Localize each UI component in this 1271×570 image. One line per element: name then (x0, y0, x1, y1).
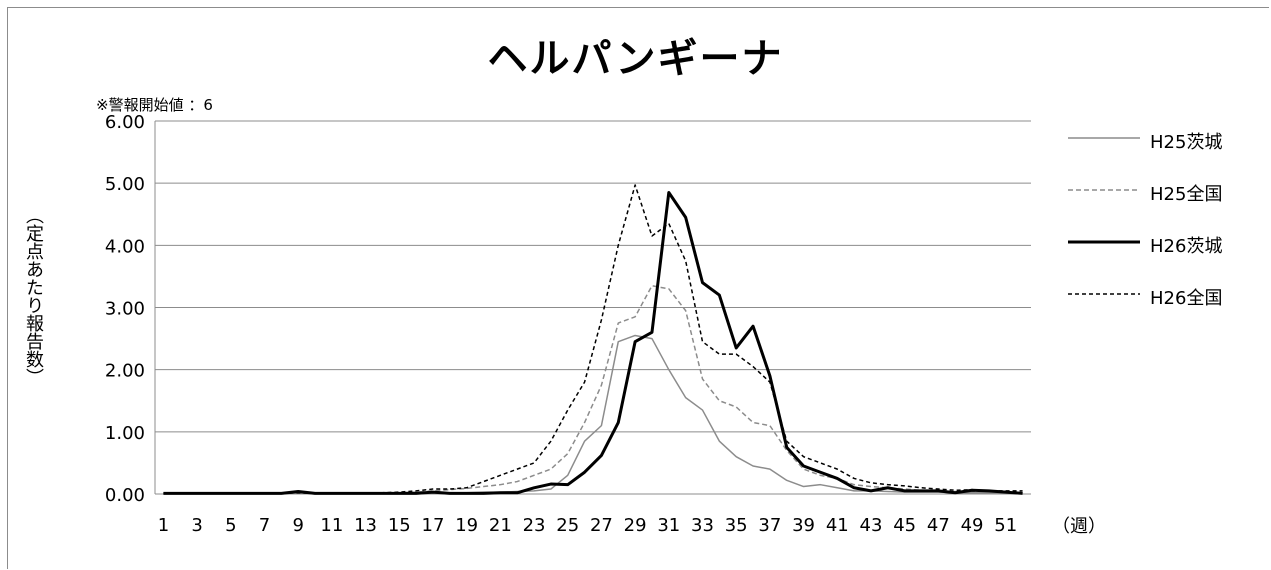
x-tick-label: 9 (292, 515, 303, 536)
x-tick-label: 13 (354, 515, 377, 536)
x-tick-label: 3 (191, 515, 202, 536)
x-tick-label: 47 (927, 515, 950, 536)
y-tick-label: 2.00 (105, 361, 145, 382)
legend-label: H26茨城 (1150, 236, 1223, 257)
x-tick-label: 41 (826, 515, 849, 536)
y-tick-label: 6.00 (105, 112, 145, 133)
x-tick-label: 51 (994, 515, 1017, 536)
y-tick-label: 4.00 (105, 236, 145, 257)
x-tick-label: 39 (792, 515, 815, 536)
y-tick-label: 5.00 (105, 174, 145, 195)
x-tick-label: 27 (590, 515, 613, 536)
series-line (163, 190, 1023, 495)
x-tick-label: 49 (961, 515, 984, 536)
x-tick-label: 43 (860, 515, 883, 536)
alert-threshold-note: ※警報開始値 ：6 (96, 96, 213, 114)
x-tick-label: 19 (455, 515, 478, 536)
series-line (163, 334, 1023, 495)
series-4 (163, 184, 1023, 495)
x-tick-label: 33 (691, 515, 714, 536)
series-1 (163, 334, 1023, 495)
legend-swatch (1068, 189, 1140, 191)
legend-label: H26全国 (1150, 288, 1223, 309)
legend-label: H25全国 (1150, 184, 1223, 205)
x-tick-label: 25 (556, 515, 579, 536)
x-tick-label: 5 (225, 515, 236, 536)
chart-title: ヘルパンギーナ (487, 36, 784, 82)
x-tick-label: 23 (523, 515, 546, 536)
series-3 (163, 190, 1023, 495)
x-tick-label: 1 (158, 515, 169, 536)
x-tick-label: 31 (657, 515, 680, 536)
x-tick-label: 37 (758, 515, 781, 536)
legend-label: H25茨城 (1150, 132, 1223, 153)
y-tick-label: 1.00 (105, 423, 145, 444)
chart-frame (7, 7, 1269, 569)
legend-swatch (1068, 240, 1140, 244)
y-tick-label: 3.00 (105, 299, 145, 320)
y-tick-label: 0.00 (105, 485, 145, 506)
x-tick-label: 11 (320, 515, 343, 536)
legend-swatch (1068, 137, 1140, 139)
x-tick-label: 45 (893, 515, 916, 536)
x-tick-label: 7 (259, 515, 270, 536)
x-tick-label: 15 (388, 515, 411, 536)
x-axis-unit-label: （週） (1052, 516, 1106, 537)
legend-swatch (1068, 293, 1140, 295)
x-tick-label: 29 (624, 515, 647, 536)
y-axis-label: （定点あたり報告数） (23, 206, 44, 386)
x-tick-label: 21 (489, 515, 512, 536)
x-tick-label: 17 (422, 515, 445, 536)
series-line (163, 184, 1023, 495)
x-tick-label: 35 (725, 515, 748, 536)
